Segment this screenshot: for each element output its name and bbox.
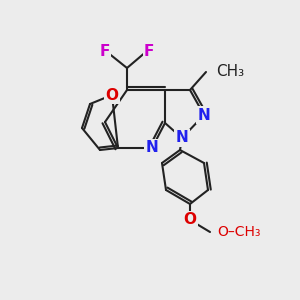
Text: N: N — [146, 140, 158, 155]
Text: F: F — [144, 44, 154, 59]
Text: CH₃: CH₃ — [216, 64, 244, 80]
Text: O–CH₃: O–CH₃ — [217, 225, 260, 239]
Text: N: N — [198, 107, 210, 122]
Text: O: O — [106, 88, 118, 103]
Text: N: N — [176, 130, 188, 146]
Text: O: O — [184, 212, 196, 227]
Text: F: F — [100, 44, 110, 59]
